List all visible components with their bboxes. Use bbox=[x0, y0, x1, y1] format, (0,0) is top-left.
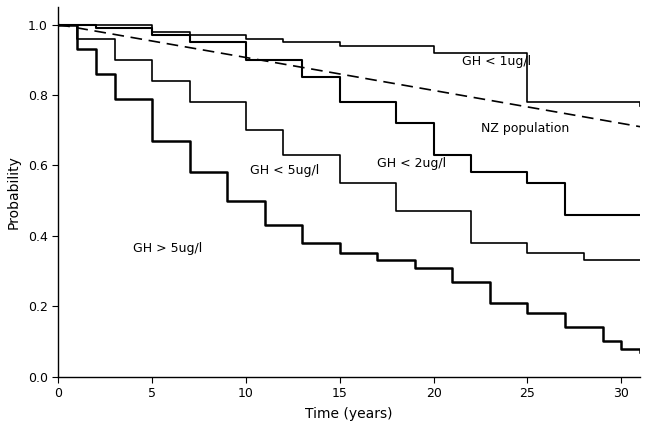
Text: NZ population: NZ population bbox=[481, 122, 569, 135]
Text: GH < 1ug/l: GH < 1ug/l bbox=[462, 55, 531, 68]
X-axis label: Time (years): Time (years) bbox=[305, 407, 393, 421]
Text: GH < 5ug/l: GH < 5ug/l bbox=[250, 164, 319, 177]
Text: GH < 2ug/l: GH < 2ug/l bbox=[377, 157, 446, 170]
Y-axis label: Probability: Probability bbox=[7, 155, 21, 229]
Text: GH > 5ug/l: GH > 5ug/l bbox=[133, 242, 203, 255]
